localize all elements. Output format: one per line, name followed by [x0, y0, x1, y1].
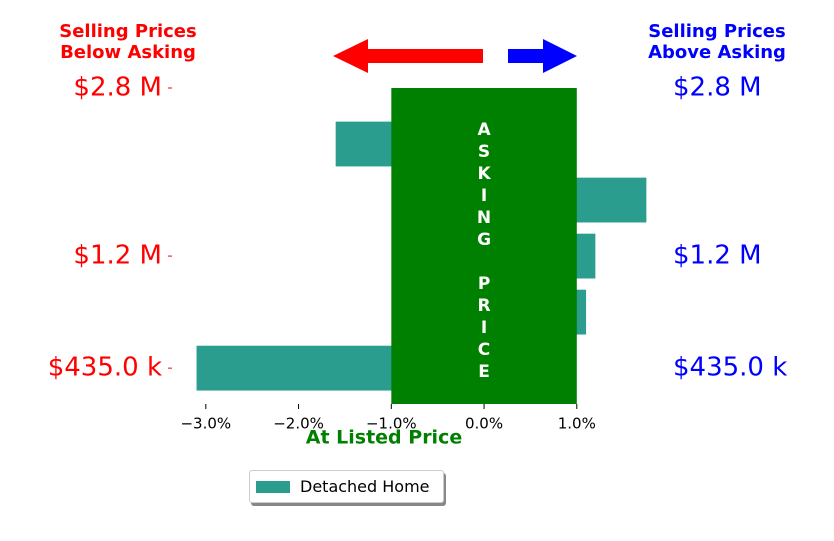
- side-title: Above Asking: [648, 42, 786, 63]
- x-tick-label: −3.0%: [180, 415, 231, 433]
- x-tick-label: 0.0%: [465, 415, 503, 433]
- x-axis-label: At Listed Price: [306, 427, 462, 449]
- side-title: Selling Prices: [648, 21, 785, 42]
- band-label: ASKING PRICE: [474, 120, 495, 384]
- asking-band: [391, 88, 577, 404]
- y-tick-label: $2.8 M: [73, 73, 162, 103]
- y2-tick-label: $2.8 M: [673, 73, 762, 103]
- y-tick-label: $435.0 k: [48, 353, 162, 383]
- side-title: Below Asking: [60, 42, 196, 63]
- y2-tick-label: $435.0 k: [673, 353, 787, 383]
- y-tick-label: $1.2 M: [73, 241, 162, 271]
- y2-tick-label: $1.2 M: [673, 241, 762, 271]
- left-arrow: [333, 39, 483, 73]
- legend-label: Detached Home: [300, 477, 430, 496]
- x-tick-label: 1.0%: [558, 415, 596, 433]
- x-tick-label: −1.0%: [366, 415, 417, 433]
- legend: Detached Home: [249, 470, 444, 503]
- side-title: Selling Prices: [59, 21, 196, 42]
- x-tick-label: −2.0%: [273, 415, 324, 433]
- right-arrow: [508, 39, 577, 73]
- legend-swatch: [256, 480, 290, 493]
